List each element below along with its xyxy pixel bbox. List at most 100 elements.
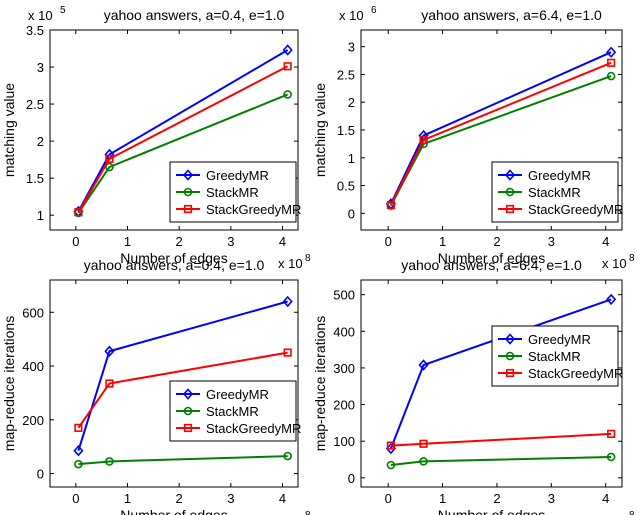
chart-3-x-tick-label: 2 [176,491,183,506]
chart-3-series-1-point [73,445,84,457]
chart-4-series-line-2 [390,455,612,467]
chart-2-x-exponent-power: 8 [629,253,635,264]
chart-2-series-2-point [606,71,616,81]
chart-1-series-3-point [283,62,292,71]
chart-3-y-tick-label: 0 [37,467,44,482]
chart-2-legend-label-3: StackGreedyMR [528,202,623,217]
chart-3-series-3-point [74,423,83,432]
chart-2-x-tick-label: 2 [493,234,500,249]
chart-4-x-exponent-power: 8 [629,510,635,515]
chart-4-legend-marker-2 [505,351,515,361]
chart-2-y-tick-label: 0 [348,206,355,221]
chart-1-legend-marker-3 [183,204,193,214]
chart-2-y-tick-label: 1.5 [337,123,355,138]
chart-3-y-tick-label: 200 [22,413,44,428]
chart-2-y-exponent-power: 6 [371,5,377,16]
chart-1-y-tick-label: 3.5 [26,23,44,38]
chart-4-series-2-point [419,457,428,466]
chart-4-series-3-point [607,429,616,438]
chart-3: 0 1 2 3 4 0 200 400 600 yahoo answers, a=0.4, e=1… [1,257,311,515]
chart-4-series-3-point [419,439,428,448]
chart-4-title: yahoo answers, a=6.4, e=1.0 [401,257,582,273]
chart-1-x-tick-label: 4 [279,234,286,249]
chart-2-y-tick-label: 3 [348,40,355,55]
chart-3-series-2-point [105,457,114,466]
chart-1-legend-marker-2 [183,187,193,197]
chart-1-x-tick-label: 2 [176,234,183,249]
chart-1-x-exponent: x 10 [278,256,303,271]
chart-3-series-3-point [105,379,114,388]
chart-4-series-line-3 [390,432,612,447]
chart-2-y-exponent: x 10 [339,8,364,23]
chart-1-x-exponent-power: 8 [305,253,311,264]
chart-1-legend-label-1: GreedyMR [206,168,269,183]
chart-1-series-2-point [283,90,292,99]
chart-4-x-tick-label: 4 [602,491,609,506]
chart-3-x-exponent-power: 8 [305,510,311,515]
chart-2-y-tick-label: 1 [348,151,355,166]
chart-3-series-line-3 [77,351,288,429]
chart-2-title: yahoo answers, a=6.4, e=1.0 [421,7,602,23]
chart-1-x-tick-label: 1 [124,234,131,249]
chart-3-series-2-point [283,451,292,461]
chart-2-series-3-point [386,200,396,210]
chart-4-x-tick-label: 2 [493,491,500,506]
chart-4-y-label: map-reduce iterations [312,316,328,451]
chart-4-y-tick-label: 500 [333,288,355,303]
chart-3-legend-marker-1 [182,388,194,400]
chart-3-y-tick-label: 600 [22,305,44,320]
chart-3-x-tick-label: 0 [72,491,79,506]
chart-4-y-tick-label: 300 [333,361,355,376]
chart-2: 0 1 2 3 4 0 0.5 1 1.5 2 2.5 3 yahoo answers, a=6.4, … [312,5,635,271]
chart-3-x-tick-label: 4 [279,491,286,506]
chart-1-x-label: Number of edges [120,250,227,266]
chart-4-x-tick-label: 0 [385,491,392,506]
chart-1-x-tick-label: 3 [227,234,234,249]
chart-1-y-tick-label: 2 [37,134,44,149]
chart-2-x-label: Number of edges [438,250,545,266]
chart-2-series-3-point [419,135,428,145]
chart-1: 0 1 2 3 4 1 1.5 2 2.5 3 3.5 yahoo answers, a=0.4, e… [1,5,311,271]
chart-4-legend-marker-1 [504,333,516,345]
chart-1-y-tick-label: 1.5 [26,171,44,186]
chart-3-legend-label-1: GreedyMR [206,387,269,402]
chart-4-y-tick-label: 200 [333,398,355,413]
chart-2-series-line-3 [390,61,612,206]
chart-3-series-line-2 [78,455,288,466]
chart-4-series-1-point [418,359,429,371]
chart-1-legend-label-2: StackMR [206,185,259,200]
chart-4-y-tick-label: 0 [348,471,355,486]
chart-1-title: yahoo answers, a=0.4, e=1.0 [104,7,285,23]
chart-3-legend-label-3: StackGreedyMR [206,421,301,436]
chart-1-series-3-point [105,154,114,163]
chart-4-series-2-point [386,460,396,470]
chart-3-legend-marker-2 [183,406,193,416]
chart-1-series-line-2 [77,93,289,214]
chart-3-series-1-point [104,345,115,357]
chart-4-legend-label-2: StackMR [528,349,581,364]
chart-3-series-1-point [282,295,293,308]
chart-4-legend-label-1: GreedyMR [528,332,591,347]
chart-2-x-tick-label: 4 [602,234,609,249]
chart-1-y-tick-label: 2.5 [26,97,44,112]
chart-4-series-1-point [606,293,617,306]
chart-4-series-3-point [386,441,396,450]
chart-1-series-2-point [105,162,114,172]
chart-2-legend-label-2: StackMR [528,185,581,200]
chart-2-x-tick-label: 3 [548,234,555,249]
chart-2-legend-marker-3 [505,204,515,214]
chart-2-y-tick-label: 2 [348,95,355,110]
chart-3-y-tick-label: 400 [22,359,44,374]
chart-3-series-line-1 [77,300,288,452]
chart-4-series-line-1 [389,298,612,449]
chart-3-series-2-point [74,459,83,469]
chart-1-y-exponent: x 10 [28,8,53,23]
chart-4-legend-label-3: StackGreedyMR [528,366,623,381]
chart-4-x-tick-label: 3 [548,491,555,506]
chart-2-y-label: matching value [312,83,328,177]
chart-2-x-exponent: x 10 [602,256,627,271]
chart-1-y-exponent-power: 5 [60,5,66,16]
chart-3-title: yahoo answers, a=0.4, e=1.0 [84,257,265,273]
chart-1-legend-marker-1 [182,169,194,181]
